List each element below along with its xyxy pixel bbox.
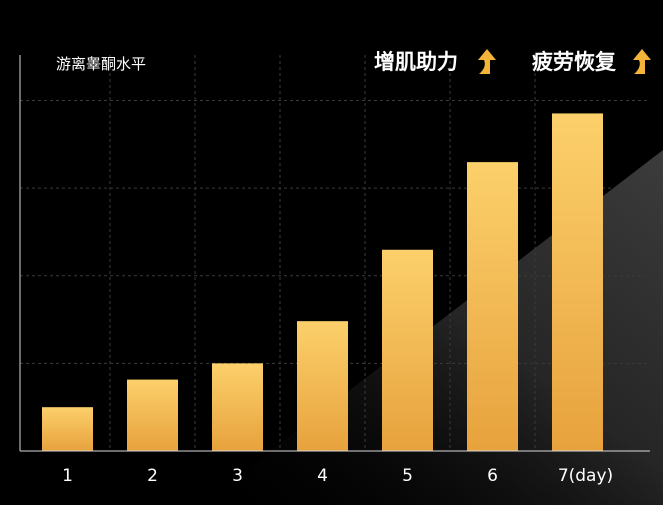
- x-tick-label: 3: [232, 466, 243, 486]
- x-tick-label: 7(day): [558, 466, 613, 486]
- grid-lines: [20, 55, 650, 451]
- x-tick-label: 1: [62, 466, 73, 486]
- up-arrow-icon: [633, 49, 651, 74]
- x-tick-labels: 1 2 3 4 5 6 7(day): [62, 466, 613, 486]
- x-tick-label: 4: [317, 466, 328, 486]
- bar-day-1: [42, 407, 93, 451]
- y-axis-label: 游离睾酮水平: [56, 55, 146, 73]
- annotation-muscle-text: 增肌助力: [374, 50, 458, 74]
- up-arrow-icon: [478, 49, 496, 74]
- bars: [42, 113, 603, 452]
- annotation-fatigue: 疲劳恢复: [532, 49, 651, 74]
- x-tick-label: 5: [402, 466, 413, 486]
- bar-day-3: [212, 363, 263, 451]
- bar-day-6: [467, 162, 518, 452]
- x-tick-label: 2: [147, 466, 158, 486]
- bar-day-2: [127, 379, 178, 451]
- bar-day-4: [297, 321, 348, 451]
- bar-day-5: [382, 249, 433, 451]
- annotation-fatigue-text: 疲劳恢复: [532, 50, 617, 74]
- x-tick-label: 6: [487, 466, 498, 486]
- annotation-muscle: 增肌助力: [374, 49, 496, 74]
- bar-day-7: [552, 113, 603, 451]
